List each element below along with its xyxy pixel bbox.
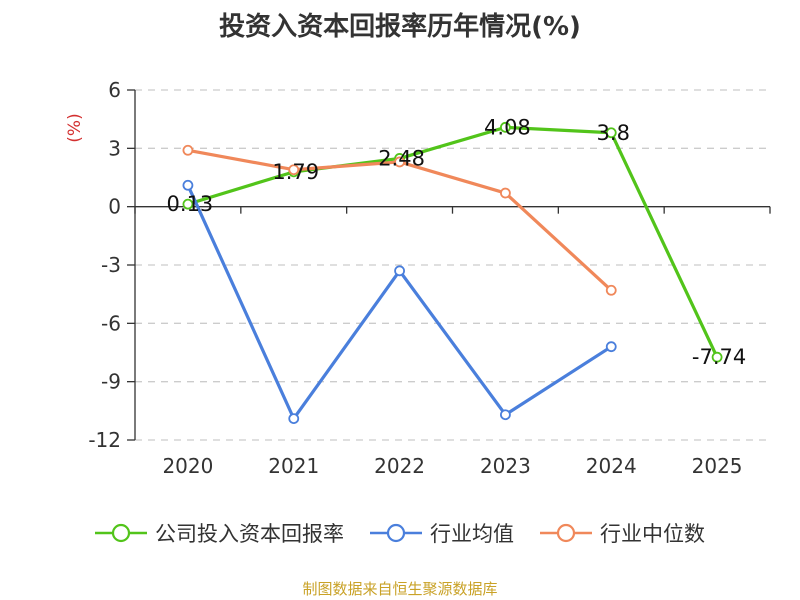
x-tick-label: 2020 <box>162 454 213 478</box>
chart-title: 投资入资本回报率历年情况(%) <box>219 12 581 42</box>
data-point <box>288 164 300 176</box>
data-point <box>605 284 617 296</box>
legend-marker-icon <box>540 523 592 543</box>
series-line <box>186 184 613 421</box>
legend-label: 公司投入资本回报率 <box>155 522 344 546</box>
series-line <box>187 125 719 358</box>
y-tick-label: -12 <box>88 428 121 452</box>
legend-item[interactable]: 行业中位数 <box>540 518 705 548</box>
data-point <box>605 127 617 139</box>
x-tick-label: 2022 <box>374 454 425 478</box>
x-tick-label: 2021 <box>268 454 319 478</box>
data-point <box>182 179 194 191</box>
data-label: 4.08 <box>484 115 531 139</box>
legend-item[interactable]: 行业均值 <box>370 518 514 548</box>
x-tick-label: 2025 <box>692 454 743 478</box>
axes: 6 3 0 -3 -6 -9 -12 2020 2021 2022 2023 2024 2025 <box>88 78 771 478</box>
data-labels: 0.13 1.79 2.48 4.08 3.8 -7.74 <box>167 115 747 369</box>
x-tick-label: 2023 <box>480 454 531 478</box>
series-lines <box>182 121 723 425</box>
data-point <box>182 198 194 210</box>
data-point <box>605 341 617 353</box>
y-axis-label: (%) <box>65 113 85 142</box>
legend-marker-icon <box>95 523 147 543</box>
y-tick-label: 0 <box>108 195 121 219</box>
legend-marker-icon <box>370 523 422 543</box>
data-label: 1.79 <box>272 160 319 184</box>
data-point <box>394 265 405 277</box>
y-tick-label: -3 <box>101 253 121 277</box>
data-label: 2.48 <box>378 146 425 170</box>
data-label: -7.74 <box>692 345 746 369</box>
data-label: 0.13 <box>167 192 214 216</box>
legend-item[interactable]: 公司投入资本回报率 <box>95 518 344 548</box>
data-point <box>394 156 405 168</box>
y-tick-label: -6 <box>101 311 121 335</box>
x-tick-label: 2024 <box>586 454 637 478</box>
legend-label: 行业均值 <box>430 522 514 546</box>
y-tick-label: 3 <box>108 136 121 160</box>
data-point <box>500 187 511 199</box>
data-point <box>500 121 511 133</box>
y-tick-label: 6 <box>108 78 121 102</box>
data-point <box>500 409 511 421</box>
data-point <box>288 413 300 425</box>
legend-label: 行业中位数 <box>600 522 705 546</box>
source-note: 制图数据来自恒生聚源数据库 <box>302 580 498 598</box>
data-point <box>182 144 194 156</box>
grid-lines <box>135 89 770 441</box>
data-point <box>711 351 723 363</box>
legend: 公司投入资本回报率 行业均值 行业中位数 <box>0 518 800 548</box>
y-tick-label: -9 <box>101 370 121 394</box>
data-label: 3.8 <box>597 121 630 145</box>
